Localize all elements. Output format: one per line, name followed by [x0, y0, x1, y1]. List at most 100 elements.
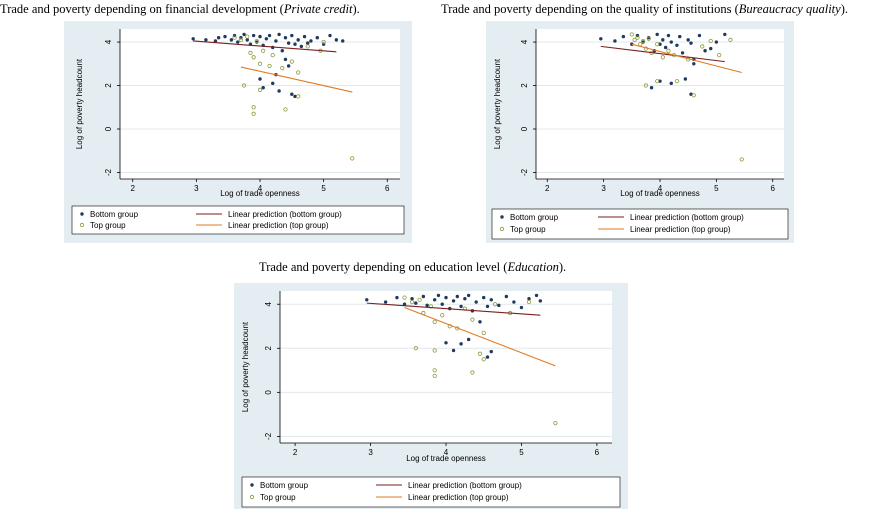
x-tick-label: 3: [601, 184, 606, 193]
point-bottom-group: [255, 40, 259, 44]
point-top-group: [251, 105, 256, 110]
point-bottom-group: [714, 40, 719, 44]
point-bottom-group: [658, 79, 662, 83]
chart-panel-bureaucracy-quality: -2 0 2 4 2 3 4 5 6 Log of trade openness Log of po…: [486, 21, 794, 243]
point-top-group: [477, 351, 483, 356]
point-bottom-group: [621, 34, 626, 39]
point-bottom-group: [302, 34, 307, 39]
point-bottom-group: [236, 40, 240, 44]
point-bottom-group: [497, 303, 501, 308]
x-tick-label: 4: [258, 184, 263, 193]
point-bottom-group: [534, 293, 539, 298]
legend-label-bottom-group: Bottom group: [510, 213, 559, 222]
point-top-group: [270, 52, 275, 58]
point-top-group: [261, 48, 266, 53]
plot-area: [280, 291, 612, 443]
y-axis-label: Log of poverty headcount: [75, 58, 84, 149]
point-bottom-group: [432, 298, 437, 302]
point-top-group: [296, 70, 301, 75]
point-bottom-group: [306, 41, 310, 45]
point-top-group: [481, 357, 486, 362]
point-bottom-group: [271, 81, 275, 86]
point-bottom-group: [421, 294, 426, 299]
point-bottom-group: [504, 294, 509, 299]
point-bottom-group: [315, 35, 319, 40]
legend-label-bottom-group: Bottom group: [90, 210, 139, 219]
point-bottom-group: [296, 38, 300, 42]
point-top-group: [254, 38, 259, 44]
x-axis-label: Log of trade openness: [620, 189, 700, 198]
point-bottom-group: [402, 302, 407, 306]
point-bottom-group: [482, 295, 486, 300]
point-bottom-group: [444, 341, 448, 345]
point-bottom-group: [613, 39, 617, 43]
point-bottom-group: [286, 41, 291, 45]
point-bottom-group: [414, 301, 418, 305]
point-bottom-group: [290, 33, 294, 38]
point-top-group: [700, 44, 705, 49]
legend-marker-bottom-group: [250, 483, 254, 487]
y-axis-label: Log of poverty headcount: [493, 58, 502, 149]
point-bottom-group: [451, 299, 456, 303]
point-top-group: [321, 39, 326, 45]
point-bottom-group: [191, 37, 195, 41]
point-bottom-group: [440, 302, 444, 306]
point-bottom-group: [466, 337, 471, 342]
fit-line-linear-prediction-top-group: [404, 307, 556, 367]
point-top-group: [655, 79, 660, 84]
point-bottom-group: [258, 34, 262, 39]
point-top-group: [666, 48, 671, 53]
fit-line-linear-prediction-bottom-group: [193, 40, 337, 53]
point-bottom-group: [675, 43, 679, 48]
point-bottom-group: [261, 85, 265, 90]
point-top-group: [739, 157, 744, 162]
point-top-group: [238, 37, 244, 42]
y-axis-label: Log of poverty headcount: [241, 321, 250, 412]
point-bottom-group: [309, 39, 313, 43]
legend-label-top-group: Top group: [260, 493, 296, 502]
legend-label-linear-prediction-bottom-group: Linear prediction (bottom group): [408, 481, 522, 490]
point-bottom-group: [267, 33, 272, 38]
x-tick-label: 4: [658, 184, 663, 193]
x-tick-label: 3: [194, 184, 199, 193]
point-top-group: [417, 297, 422, 302]
point-top-group: [432, 319, 437, 324]
point-top-group: [691, 93, 696, 98]
point-top-group: [708, 38, 713, 44]
x-axis-label: Log of trade openness: [406, 454, 486, 463]
point-top-group: [409, 299, 415, 305]
point-bottom-group: [599, 37, 603, 41]
legend-marker-top-group: [249, 494, 255, 500]
point-top-group: [646, 36, 651, 41]
point-bottom-group: [293, 94, 297, 99]
point-bottom-group: [678, 34, 682, 39]
point-bottom-group: [666, 33, 671, 38]
point-top-group: [492, 302, 498, 307]
fit-line-linear-prediction-bottom-group: [366, 302, 541, 316]
y-tick-label: 2: [104, 83, 113, 88]
chart-panel-education: -2 0 2 4 2 3 4 5 6 Log of trade openness Log of po…: [234, 283, 628, 509]
x-tick-label: 5: [714, 184, 719, 193]
legend: Bottom group Linear prediction (bottom gr…: [71, 205, 405, 235]
y-tick-label: -2: [104, 168, 113, 176]
point-bottom-group: [655, 32, 659, 37]
point-top-group: [470, 370, 475, 375]
point-bottom-group: [697, 33, 702, 38]
x-tick-label: 4: [444, 448, 449, 457]
point-bottom-group: [463, 297, 467, 301]
point-top-group: [526, 299, 532, 305]
point-top-group: [432, 373, 437, 378]
legend-marker-bottom-group: [80, 212, 84, 216]
point-top-group: [640, 38, 646, 44]
fit-line-linear-prediction-bottom-group: [600, 45, 725, 63]
point-top-group: [350, 156, 355, 161]
point-top-group: [481, 330, 486, 335]
point-top-group: [413, 346, 418, 351]
point-top-group: [305, 44, 310, 49]
point-bottom-group: [512, 300, 516, 304]
legend-label-bottom-group: Bottom group: [260, 481, 309, 490]
point-bottom-group: [410, 297, 414, 301]
x-axis-label: Log of trade openness: [220, 189, 300, 198]
point-bottom-group: [489, 298, 493, 302]
point-top-group: [251, 55, 256, 60]
